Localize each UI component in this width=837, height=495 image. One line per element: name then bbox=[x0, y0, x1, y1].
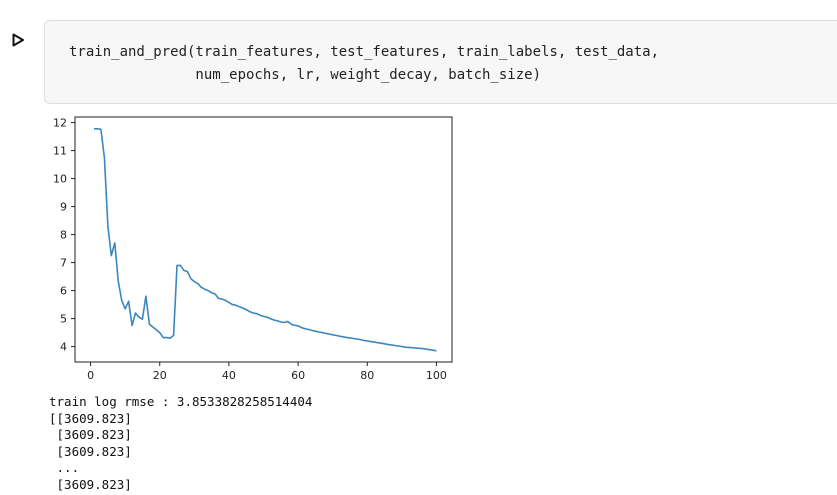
y-tick-label: 9 bbox=[60, 201, 67, 214]
x-tick-label: 40 bbox=[222, 369, 236, 382]
stdout-line: [3609.823] bbox=[49, 443, 132, 459]
code-line: num_epochs, lr, weight_decay, batch_size… bbox=[69, 67, 542, 83]
y-tick-label: 5 bbox=[60, 313, 67, 326]
y-tick-label: 7 bbox=[60, 257, 67, 270]
y-tick-label: 10 bbox=[53, 173, 67, 186]
series-line bbox=[94, 127, 437, 352]
code-block[interactable]: train_and_pred(train_features, test_feat… bbox=[69, 41, 659, 87]
code-line: train_and_pred(train_features, test_feat… bbox=[69, 44, 660, 60]
y-tick-label: 4 bbox=[60, 341, 67, 354]
cell-output: 0 20 40 60 80 100 4 5 6 7 8 9 10 11 12 train log rmse … bbox=[0, 108, 837, 495]
stdout-line: ... bbox=[49, 460, 80, 475]
x-tick-label: 80 bbox=[360, 369, 374, 382]
x-tick-label: 0 bbox=[87, 369, 94, 382]
stdout-line: [3609.823] bbox=[49, 476, 132, 492]
stdout-line: [3609.823] bbox=[49, 427, 132, 442]
run-cell-button[interactable] bbox=[8, 30, 28, 50]
x-tick-label: 20 bbox=[153, 369, 167, 382]
x-tick-label: 60 bbox=[291, 369, 305, 382]
x-tick-label: 100 bbox=[426, 369, 447, 382]
y-tick-label: 6 bbox=[60, 285, 67, 298]
code-cell-editor[interactable]: train_and_pred(train_features, test_feat… bbox=[44, 20, 837, 104]
stdout-output: train log rmse : 3.8533828258514404 [[36… bbox=[49, 394, 312, 493]
play-icon bbox=[12, 33, 24, 47]
y-tick-label: 8 bbox=[60, 229, 67, 242]
axes-frame bbox=[74, 116, 453, 363]
training-loss-chart: 0 20 40 60 80 100 4 5 6 7 8 9 10 11 12 bbox=[53, 116, 453, 382]
stdout-line: [[3609.823] bbox=[49, 410, 132, 426]
stdout-line: train log rmse : 3.8533828258514404 bbox=[49, 394, 313, 409]
y-tick-label: 11 bbox=[53, 145, 67, 158]
y-tick-label: 12 bbox=[53, 117, 67, 130]
